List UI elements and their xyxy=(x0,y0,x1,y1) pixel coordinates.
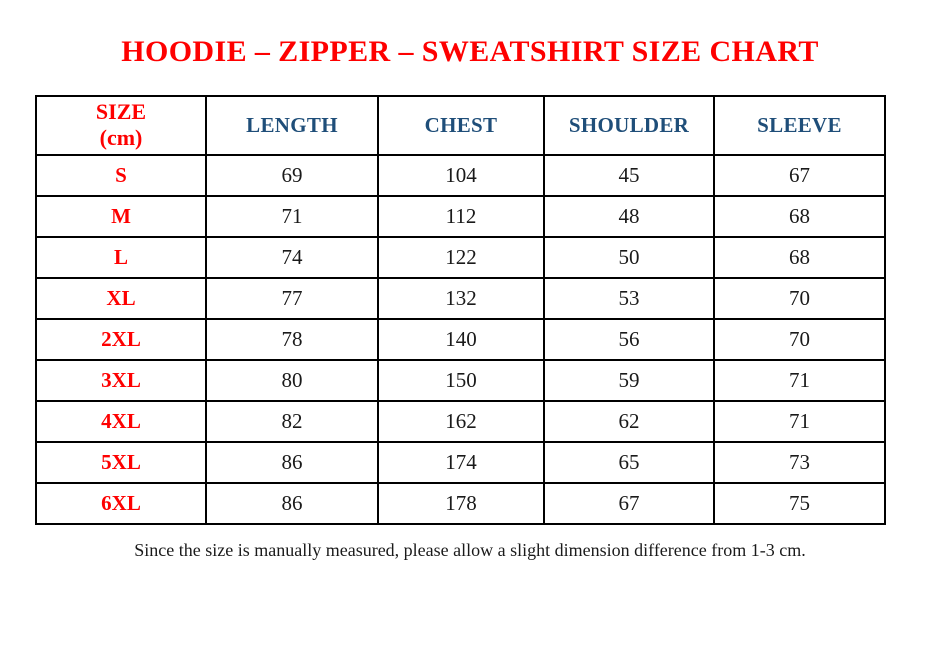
sleeve-value: 67 xyxy=(713,153,886,197)
chest-value: 162 xyxy=(377,399,545,443)
sleeve-value: 75 xyxy=(713,481,886,525)
column-header-length: LENGTH xyxy=(205,94,379,156)
shoulder-value: 48 xyxy=(543,194,715,238)
column-header-shoulder: SHOULDER xyxy=(543,94,715,156)
column-header-chest: CHEST xyxy=(377,94,545,156)
sleeve-value: 73 xyxy=(713,440,886,484)
table-row: 3XL 80 150 59 71 xyxy=(35,358,886,402)
shoulder-value: 67 xyxy=(543,481,715,525)
sleeve-value: 70 xyxy=(713,276,886,320)
chest-value: 178 xyxy=(377,481,545,525)
column-header-size: SIZE (cm) xyxy=(35,94,207,156)
length-value: 77 xyxy=(205,276,379,320)
chest-value: 150 xyxy=(377,358,545,402)
shoulder-value: 59 xyxy=(543,358,715,402)
table-row: L 74 122 50 68 xyxy=(35,235,886,279)
size-label: 5XL xyxy=(35,440,207,484)
sleeve-value: 71 xyxy=(713,358,886,402)
sleeve-value: 71 xyxy=(713,399,886,443)
shoulder-value: 53 xyxy=(543,276,715,320)
size-label: 6XL xyxy=(35,481,207,525)
table-row: 2XL 78 140 56 70 xyxy=(35,317,886,361)
shoulder-value: 50 xyxy=(543,235,715,279)
sleeve-value: 68 xyxy=(713,194,886,238)
page-title: HOODIE – ZIPPER – SWEATSHIRT SIZE CHART xyxy=(121,35,819,68)
table-row: S 69 104 45 67 xyxy=(35,153,886,197)
length-value: 86 xyxy=(205,440,379,484)
footnote: Since the size is manually measured, ple… xyxy=(134,539,806,560)
chest-value: 104 xyxy=(377,153,545,197)
shoulder-value: 56 xyxy=(543,317,715,361)
column-header-sleeve: SLEEVE xyxy=(713,94,886,156)
sleeve-value: 68 xyxy=(713,235,886,279)
length-value: 74 xyxy=(205,235,379,279)
table-row: 5XL 86 174 65 73 xyxy=(35,440,886,484)
size-label: S xyxy=(35,153,207,197)
length-value: 78 xyxy=(205,317,379,361)
length-value: 80 xyxy=(205,358,379,402)
shoulder-value: 65 xyxy=(543,440,715,484)
size-label: 3XL xyxy=(35,358,207,402)
table-header-row: SIZE (cm) LENGTH CHEST SHOULDER SLEEVE xyxy=(35,94,886,156)
length-value: 69 xyxy=(205,153,379,197)
shoulder-value: 45 xyxy=(543,153,715,197)
chest-value: 132 xyxy=(377,276,545,320)
chest-value: 140 xyxy=(377,317,545,361)
chest-value: 122 xyxy=(377,235,545,279)
shoulder-value: 62 xyxy=(543,399,715,443)
size-label: L xyxy=(35,235,207,279)
table-row: M 71 112 48 68 xyxy=(35,194,886,238)
top-mark: . xyxy=(476,36,480,51)
length-value: 82 xyxy=(205,399,379,443)
sleeve-value: 70 xyxy=(713,317,886,361)
size-label: 2XL xyxy=(35,317,207,361)
table-row: 6XL 86 178 67 75 xyxy=(35,481,886,525)
size-label: 4XL xyxy=(35,399,207,443)
size-label: XL xyxy=(35,276,207,320)
chest-value: 112 xyxy=(377,194,545,238)
length-value: 86 xyxy=(205,481,379,525)
table-row: XL 77 132 53 70 xyxy=(35,276,886,320)
size-label: M xyxy=(35,194,207,238)
table-row: 4XL 82 162 62 71 xyxy=(35,399,886,443)
size-chart-table: SIZE (cm) LENGTH CHEST SHOULDER SLEEVE S… xyxy=(35,94,886,525)
chest-value: 174 xyxy=(377,440,545,484)
length-value: 71 xyxy=(205,194,379,238)
